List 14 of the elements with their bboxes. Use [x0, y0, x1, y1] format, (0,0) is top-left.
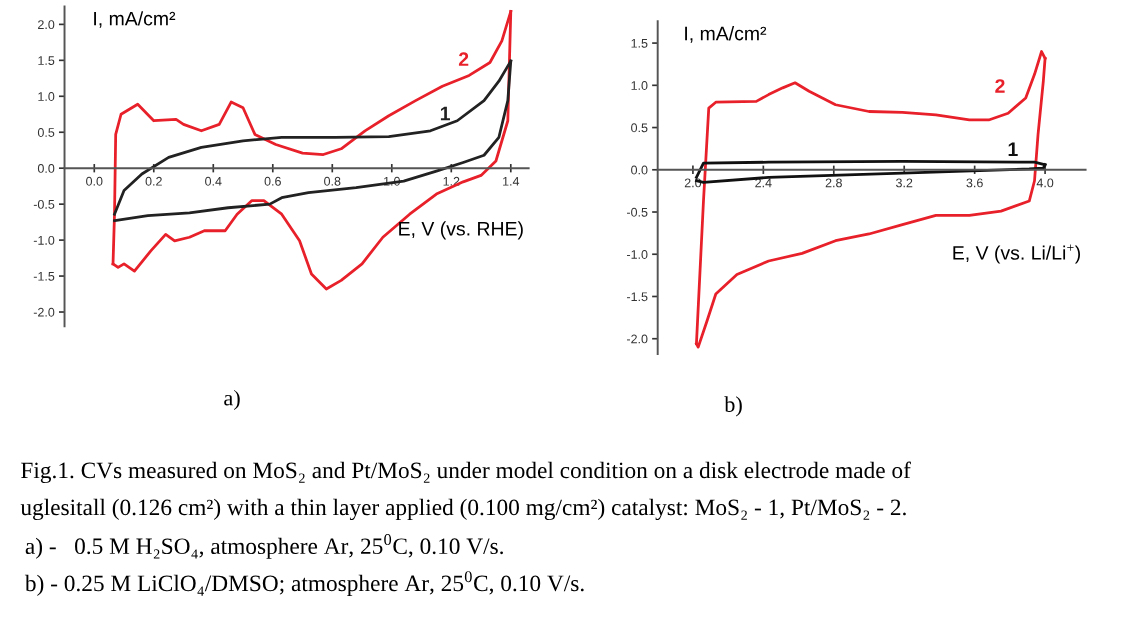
- x-axis-title: E, V (vs. Li/Li$^{+}$): [953, 244, 1081, 264]
- y-axis-title: I, mA/cm²: [685, 26, 767, 43]
- series-label: 1: [1008, 142, 1018, 156]
- y-axis-title: I, mA/cm²: [94, 11, 176, 28]
- text: a): [224, 389, 240, 411]
- text: uglesitall (0.126 cm²) with a thin layer applied (0.100 mg/cm²) catalyst: MoS₂ - 1, Pt/MoS₂ - 2.: [20, 498, 906, 521]
- x-axis-title: E, V (vs. RHE): [399, 221, 523, 240]
- series-label: 2: [995, 79, 1005, 93]
- text: b): [724, 396, 742, 417]
- text: a) - 0.5 M H₂SO₄, atmosphere Ar, 25$^{0}$C, 0.10 V/s.: [25, 534, 503, 559]
- caption: Fig.1. CVs measured on MoS₂ and Pt/MoS₂ under model condition on a disk electrode made of: [21, 461, 911, 484]
- series-label: 2: [458, 52, 469, 66]
- text: b) - 0.25 M LiClO₄/DMSO; atmosphere Ar, 25$^{0}$C, 0.10 V/s.: [24, 571, 584, 596]
- series-label: 1: [440, 106, 450, 121]
